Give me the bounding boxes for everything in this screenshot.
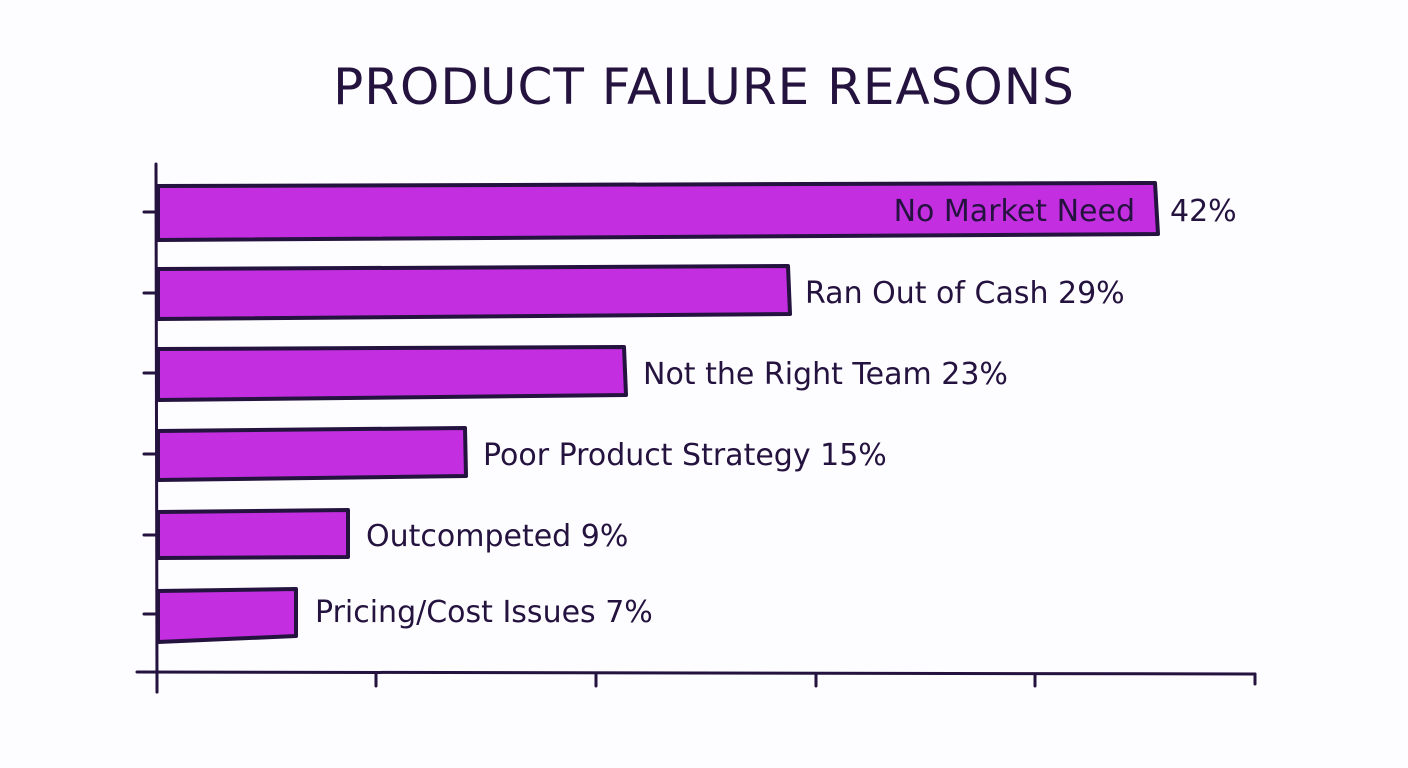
bar-label-outcompeted: Outcompeted 9% <box>366 519 628 554</box>
bar-pricing-cost-issues <box>156 587 298 644</box>
bar-no-market-need <box>156 181 1160 242</box>
value-label-no-market-need: 42% <box>1170 194 1237 229</box>
chart-title: PRODUCT FAILURE REASONS <box>333 58 1075 116</box>
bar-labels: No Market Need 42% Ran Out of Cash 29% N… <box>315 194 1237 630</box>
bar-outcompeted <box>156 508 350 560</box>
bar-label-no-market-need: No Market Need <box>894 194 1135 229</box>
bar-not-the-right-team <box>156 345 628 402</box>
bars <box>156 181 1160 644</box>
bar-ran-out-of-cash <box>156 264 792 321</box>
bar-label-not-the-right-team: Not the Right Team 23% <box>643 357 1008 392</box>
bar-poor-product-strategy <box>156 426 468 482</box>
bar-label-pricing-cost-issues: Pricing/Cost Issues 7% <box>315 595 653 630</box>
x-axis-ticks <box>155 672 1257 694</box>
y-axis-ticks <box>142 210 158 616</box>
bar-label-ran-out-of-cash: Ran Out of Cash 29% <box>805 276 1125 311</box>
x-axis <box>135 670 1257 676</box>
bar-label-poor-product-strategy: Poor Product Strategy 15% <box>483 438 887 473</box>
